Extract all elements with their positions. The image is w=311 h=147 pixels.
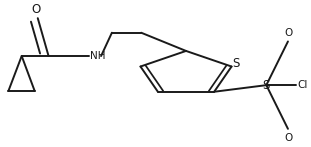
Text: NH: NH — [90, 51, 106, 61]
Text: O: O — [285, 133, 293, 143]
Text: Cl: Cl — [297, 80, 308, 90]
Text: O: O — [285, 28, 293, 38]
Text: O: O — [32, 3, 41, 16]
Text: S: S — [263, 79, 270, 92]
Text: S: S — [232, 57, 239, 70]
